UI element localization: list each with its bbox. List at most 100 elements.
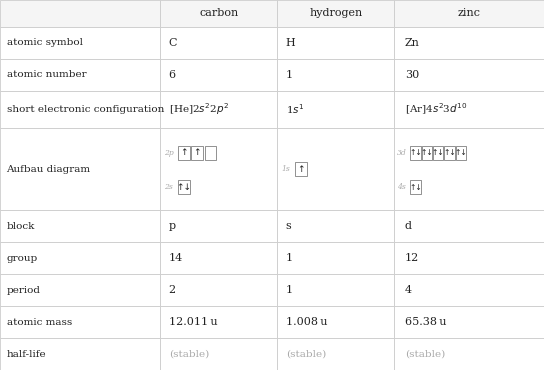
Bar [0,274,160,306]
Text: d: d [405,221,412,231]
Bar [277,274,394,306]
Text: ↑↓: ↑↓ [432,148,444,157]
Text: [He]2$s^2$2$p^2$: [He]2$s^2$2$p^2$ [169,101,229,117]
Text: 30: 30 [405,70,419,80]
Bar [277,242,394,274]
Bar [295,162,307,176]
Text: ↑↓: ↑↓ [409,183,422,192]
Bar [277,58,394,91]
Bar [178,180,190,194]
Text: p: p [169,221,176,231]
Text: ↑: ↑ [181,148,188,157]
Bar [394,242,544,274]
Text: zinc: zinc [458,8,481,18]
Text: 4s: 4s [397,184,406,191]
Text: 12: 12 [405,253,419,263]
Text: 1: 1 [286,285,293,295]
Bar [277,306,394,338]
Bar [277,0,394,27]
Bar [394,27,544,58]
Text: 65.38 u: 65.38 u [405,317,447,327]
Text: 1$s^1$: 1$s^1$ [286,102,304,116]
Bar [160,242,277,274]
Bar [205,146,216,160]
Bar [410,180,421,194]
Bar [0,242,160,274]
Bar [191,146,203,160]
Text: carbon: carbon [199,8,239,18]
Text: ↑↓: ↑↓ [177,183,191,192]
Text: ↑↓: ↑↓ [455,148,467,157]
Text: ↑: ↑ [194,148,201,157]
Text: 2p: 2p [164,149,174,157]
Text: 2s: 2s [164,184,173,191]
Text: 1.008 u: 1.008 u [286,317,327,327]
Bar [160,128,277,210]
Bar [0,338,160,370]
Text: C: C [169,38,177,48]
Text: 6: 6 [169,70,176,80]
Bar [0,210,160,242]
Text: H: H [286,38,295,48]
Text: ↑↓: ↑↓ [443,148,456,157]
Bar [433,146,443,160]
Bar [178,146,190,160]
Bar [160,0,277,27]
Bar [422,146,432,160]
Bar [444,146,455,160]
Text: short electronic configuration: short electronic configuration [7,105,164,114]
Text: 14: 14 [169,253,183,263]
Bar [394,338,544,370]
Bar [160,274,277,306]
Text: block: block [7,222,35,231]
Bar [160,338,277,370]
Text: (stable): (stable) [405,350,445,359]
Text: 1: 1 [286,253,293,263]
Bar [394,58,544,91]
Text: half-life: half-life [7,350,46,359]
Bar [0,91,160,128]
Text: 1: 1 [286,70,293,80]
Bar [394,0,544,27]
Bar [394,274,544,306]
Text: ↑↓: ↑↓ [409,148,422,157]
Text: 3d: 3d [397,149,407,157]
Bar [160,306,277,338]
Text: group: group [7,254,38,263]
Text: hydrogen: hydrogen [310,8,362,18]
Bar [394,210,544,242]
Bar [160,210,277,242]
Text: atomic number: atomic number [7,70,86,79]
Bar [277,27,394,58]
Bar [410,146,421,160]
Bar [277,338,394,370]
Text: 4: 4 [405,285,412,295]
Text: Zn: Zn [405,38,420,48]
Bar [0,128,160,210]
Text: (stable): (stable) [286,350,326,359]
Bar [160,58,277,91]
Bar [394,91,544,128]
Bar [0,0,160,27]
Bar [0,58,160,91]
Text: 2: 2 [169,285,176,295]
Text: (stable): (stable) [169,350,209,359]
Text: atomic symbol: atomic symbol [7,38,83,47]
Text: [Ar]4$s^2$3$d^{10}$: [Ar]4$s^2$3$d^{10}$ [405,102,467,117]
Bar [394,306,544,338]
Text: atomic mass: atomic mass [7,317,72,327]
Text: s: s [286,221,292,231]
Bar [160,27,277,58]
Bar [0,306,160,338]
Bar [277,210,394,242]
Bar [0,27,160,58]
Text: period: period [7,286,40,295]
Text: ↑↓: ↑↓ [421,148,433,157]
Bar [277,91,394,128]
Bar [277,128,394,210]
Bar [394,128,544,210]
Text: ↑: ↑ [298,165,305,174]
Bar [456,146,466,160]
Bar [160,91,277,128]
Text: Aufbau diagram: Aufbau diagram [7,165,91,174]
